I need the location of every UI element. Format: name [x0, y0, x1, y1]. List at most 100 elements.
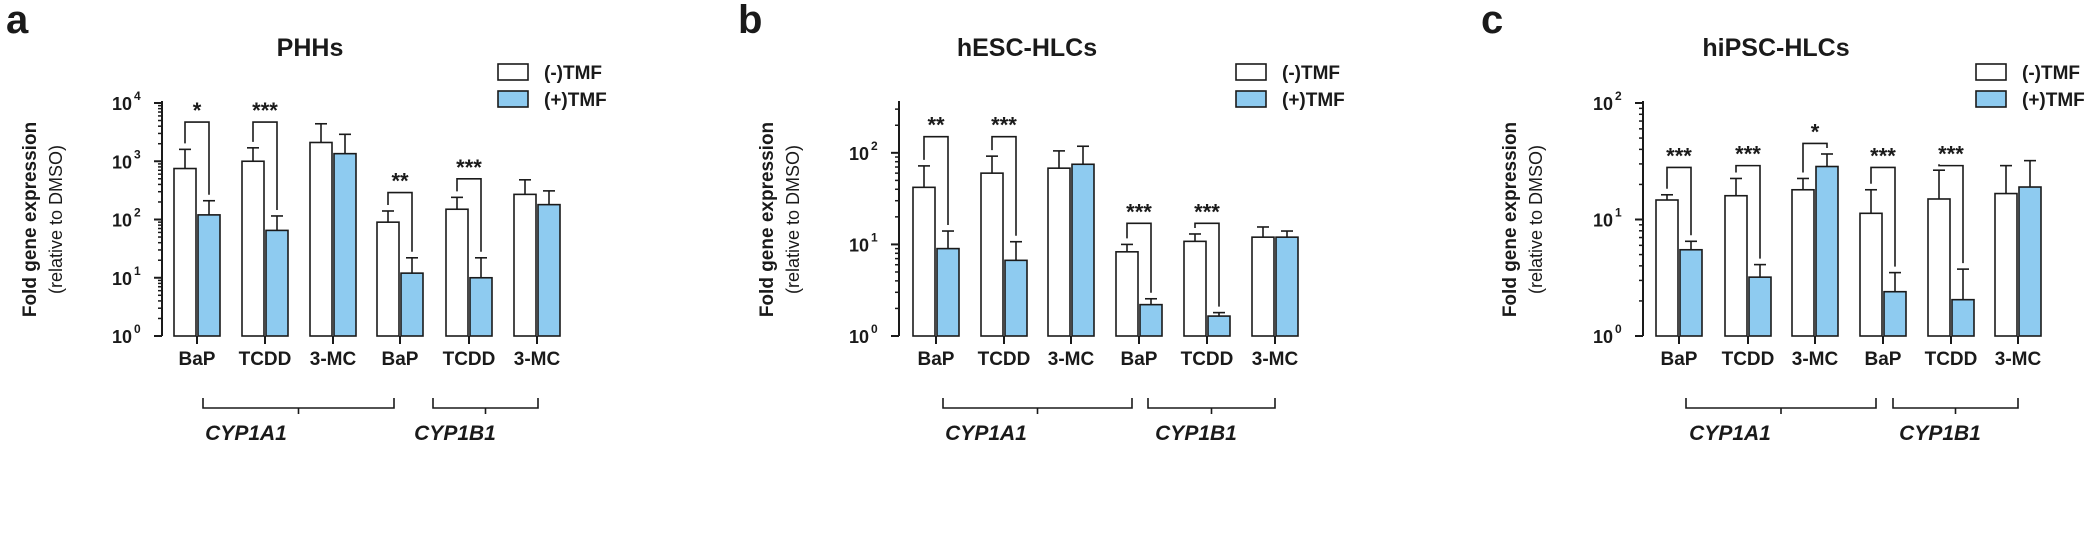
bar-without-tmf	[1791, 188, 1815, 337]
bar-without-tmf	[1115, 251, 1139, 337]
bar-without-tmf	[1251, 236, 1275, 337]
legend: (-)TMF (+)TMF	[1975, 63, 2085, 111]
bar-with-tmf	[1815, 165, 1839, 337]
y-tick-label: 10	[1593, 327, 1613, 347]
x-category-label: BaP	[1865, 349, 1902, 370]
significance-label: **	[391, 169, 409, 194]
bar-without-tmf	[1047, 167, 1071, 337]
legend: (-)TMF (+)TMF	[497, 63, 607, 111]
panel-title: PHHs	[277, 34, 344, 62]
legend-swatch-without-tmf	[1235, 63, 1267, 81]
y-tick-label: 10	[112, 152, 132, 172]
y-axis-label: Fold gene expression	[1500, 122, 1521, 317]
significance-bracket	[1870, 166, 1896, 267]
x-category-label: TCDD	[443, 349, 496, 370]
bar-with-tmf	[197, 214, 221, 337]
significance-bracket	[1666, 166, 1692, 236]
gene-group-bracket	[1147, 398, 1276, 409]
significance-label: **	[927, 113, 945, 138]
bar-without-tmf	[173, 167, 197, 337]
legend-label-without-tmf: (-)TMF	[1282, 63, 1340, 84]
bar-with-tmf	[537, 203, 561, 337]
bar-with-tmf	[1275, 236, 1299, 337]
significance-label: ***	[1666, 143, 1692, 168]
bar-with-tmf	[1748, 276, 1772, 337]
x-category-label: BaP	[1121, 349, 1158, 370]
bar-with-tmf	[333, 152, 357, 337]
legend-label-without-tmf: (-)TMF	[2022, 63, 2080, 84]
x-category-label: 3-MC	[1995, 349, 2042, 370]
significance-bracket	[1802, 142, 1828, 173]
legend-label-with-tmf: (+)TMF	[1282, 90, 1345, 111]
y-tick-exponent: 2	[134, 206, 141, 220]
significance-bracket	[1735, 164, 1761, 259]
significance-bracket	[1194, 222, 1220, 307]
significance-bracket	[1126, 222, 1152, 293]
x-category-label: TCDD	[1722, 349, 1775, 370]
significance-bracket	[184, 121, 210, 195]
x-category-label: 3-MC	[1792, 349, 1839, 370]
significance-bracket	[1938, 164, 1964, 264]
y-tick-exponent: 4	[134, 89, 141, 103]
y-tick-label: 10	[849, 235, 869, 255]
x-category-label: BaP	[382, 349, 419, 370]
significance-bracket	[252, 121, 278, 210]
y-axis-label: Fold gene expression	[20, 122, 41, 317]
y-tick-exponent: 0	[1615, 322, 1622, 336]
y-tick-label: 10	[112, 94, 132, 114]
gene-group-label: CYP1B1	[414, 422, 496, 445]
y-tick-exponent: 0	[871, 322, 878, 336]
bar-without-tmf	[1859, 212, 1883, 337]
significance-label: ***	[991, 113, 1017, 138]
legend: (-)TMF (+)TMF	[1235, 63, 1345, 111]
significance-bracket	[456, 177, 482, 252]
panel-title: hESC-HLCs	[957, 34, 1097, 62]
gene-group-bracket	[942, 398, 1133, 409]
significance-label: *	[193, 98, 202, 123]
y-axis-sublabel: (relative to DMSO)	[46, 145, 66, 294]
legend-label-with-tmf: (+)TMF	[544, 90, 607, 111]
gene-group-label: CYP1B1	[1899, 422, 1981, 445]
legend-swatch-without-tmf	[1975, 63, 2007, 81]
bar-with-tmf	[469, 276, 493, 337]
y-tick-label: 10	[112, 211, 132, 231]
bar-with-tmf	[936, 247, 960, 337]
x-category-label: 3-MC	[1252, 349, 1299, 370]
y-tick-label: 10	[849, 144, 869, 164]
panel-letter: b	[738, 0, 762, 42]
bar-with-tmf	[2018, 186, 2042, 337]
bar-without-tmf	[980, 172, 1004, 337]
legend-swatch-with-tmf	[497, 90, 529, 108]
x-category-label: TCDD	[239, 349, 292, 370]
bar-with-tmf	[1207, 315, 1231, 337]
significance-label: ***	[456, 155, 482, 180]
x-category-label: TCDD	[978, 349, 1031, 370]
bar-without-tmf	[912, 186, 936, 337]
gene-group-label: CYP1A1	[1689, 422, 1771, 445]
bar-without-tmf	[376, 221, 400, 337]
significance-label: ***	[1735, 142, 1761, 167]
legend-label-with-tmf: (+)TMF	[2022, 90, 2085, 111]
y-tick-label: 10	[112, 327, 132, 347]
y-tick-label: 10	[1593, 211, 1613, 231]
x-category-label: BaP	[1661, 349, 1698, 370]
gene-group-label: CYP1A1	[945, 422, 1027, 445]
significance-bracket	[991, 135, 1017, 236]
gene-group-bracket	[432, 398, 539, 409]
x-category-label: BaP	[179, 349, 216, 370]
legend-label-without-tmf: (-)TMF	[544, 63, 602, 84]
bar-with-tmf	[400, 272, 424, 337]
bar-without-tmf	[1927, 198, 1951, 337]
panel-title: hiPSC-HLCs	[1702, 34, 1849, 62]
significance-bracket	[923, 135, 949, 226]
x-category-label: BaP	[918, 349, 955, 370]
gene-group-bracket	[1685, 398, 1877, 409]
significance-label: ***	[1126, 199, 1152, 224]
bar-without-tmf	[309, 141, 333, 337]
bar-without-tmf	[445, 208, 469, 337]
gene-group-bracket	[1892, 398, 2019, 409]
gene-group-bracket	[202, 398, 395, 409]
